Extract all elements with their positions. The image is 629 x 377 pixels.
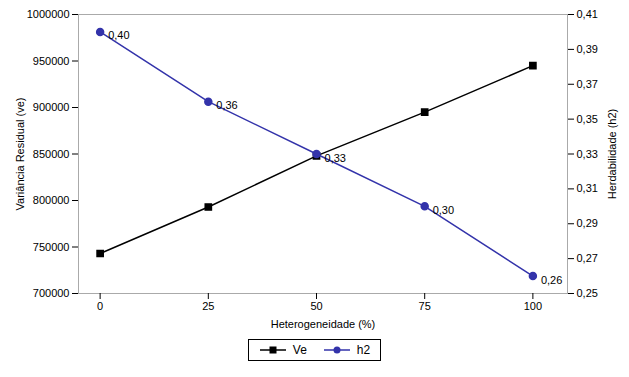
svg-text:0,30: 0,30 <box>433 204 454 216</box>
svg-text:900000: 900000 <box>33 101 70 113</box>
svg-text:50: 50 <box>310 300 322 312</box>
svg-text:0,37: 0,37 <box>577 78 598 90</box>
svg-text:100: 100 <box>524 300 542 312</box>
svg-text:0,40: 0,40 <box>108 29 129 41</box>
svg-text:0,33: 0,33 <box>577 148 598 160</box>
svg-text:0,41: 0,41 <box>577 8 598 20</box>
svg-text:0: 0 <box>97 300 103 312</box>
svg-text:0,35: 0,35 <box>577 113 598 125</box>
svg-text:800000: 800000 <box>33 194 70 206</box>
svg-text:0,26: 0,26 <box>541 274 562 286</box>
svg-text:25: 25 <box>202 300 214 312</box>
html-text:Ve: Ve <box>292 343 307 357</box>
svg-text:0,36: 0,36 <box>216 99 237 111</box>
svg-text:700000: 700000 <box>33 287 70 299</box>
svg-text:0,31: 0,31 <box>577 182 598 194</box>
svg-text:Variância Residual (ve): Variância Residual (ve) <box>14 98 26 211</box>
svg-text:850000: 850000 <box>33 148 70 160</box>
svg-text:Herdabilidade (h2): Herdabilidade (h2) <box>606 109 618 200</box>
svg-text:75: 75 <box>419 300 431 312</box>
svg-text:1000000: 1000000 <box>27 8 70 20</box>
html-text:h2: h2 <box>356 343 371 357</box>
svg-text:750000: 750000 <box>33 241 70 253</box>
svg-text:0,39: 0,39 <box>577 43 598 55</box>
svg-text:0,27: 0,27 <box>577 252 598 264</box>
svg-text:0,33: 0,33 <box>325 152 346 164</box>
svg-text:0,25: 0,25 <box>577 287 598 299</box>
svg-text:0,29: 0,29 <box>577 217 598 229</box>
svg-text:Heterogeneidade (%): Heterogeneidade (%) <box>271 318 376 330</box>
svg-text:950000: 950000 <box>33 55 70 67</box>
